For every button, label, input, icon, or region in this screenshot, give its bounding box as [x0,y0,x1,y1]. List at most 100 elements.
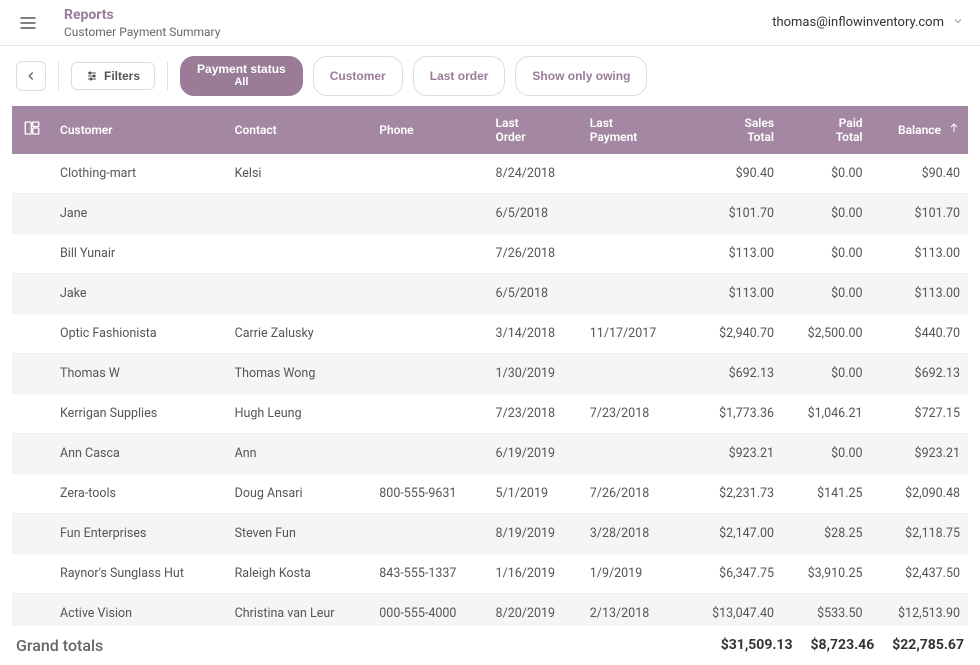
cell-paid_total: $0.00 [782,273,871,313]
table-row[interactable]: Clothing-martKelsi8/24/2018$90.40$0.00$9… [12,154,968,194]
cell-paid_total: $533.50 [782,593,871,626]
table-row[interactable]: Optic FashionistaCarrie Zalusky3/14/2018… [12,313,968,353]
cell-last_payment: 1/9/2019 [582,553,685,593]
cell-contact: Kelsi [227,154,372,194]
cell-paid_total: $0.00 [782,193,871,233]
cell-customer: Thomas W [52,353,227,393]
cell-last_order: 8/19/2019 [488,513,582,553]
cell-sales_total: $2,231.73 [685,473,782,513]
cell-contact: Thomas Wong [227,353,372,393]
cell-balance: $101.70 [871,193,968,233]
page-subtitle: Customer Payment Summary [64,25,772,39]
cell-paid_total: $0.00 [782,233,871,273]
cell-last_order: 7/23/2018 [488,393,582,433]
cell-last_order: 7/26/2018 [488,233,582,273]
column-header-last_order[interactable]: LastOrder [488,106,582,154]
cell-last_order: 6/5/2018 [488,273,582,313]
cell-phone: 800-555-9631 [371,473,487,513]
cell-last_payment [582,353,685,393]
table-row[interactable]: Bill Yunair7/26/2018$113.00$0.00$113.00 [12,233,968,273]
sort-asc-icon [948,122,960,134]
cell-phone [371,193,487,233]
filter-chip[interactable]: Show only owing [515,56,647,96]
cell-contact: Hugh Leung [227,393,372,433]
cell-balance: $440.70 [871,313,968,353]
column-header-contact[interactable]: Contact [227,106,372,154]
cell-sales_total: $1,773.36 [685,393,782,433]
table-row[interactable]: Raynor's Sunglass HutRaleigh Kosta843-55… [12,553,968,593]
filter-chip[interactable]: Last order [413,56,506,96]
column-header-paid_total[interactable]: PaidTotal [782,106,871,154]
cell-customer: Fun Enterprises [52,513,227,553]
cell-last_payment: 11/17/2017 [582,313,685,353]
cell-balance: $113.00 [871,233,968,273]
cell-customer: Jake [52,273,227,313]
table-row[interactable]: Kerrigan SuppliesHugh Leung7/23/20187/23… [12,393,968,433]
cell-paid_total: $28.25 [782,513,871,553]
cell-icon [12,473,52,513]
cell-paid_total: $2,500.00 [782,313,871,353]
cell-customer: Zera-tools [52,473,227,513]
cell-icon [12,353,52,393]
back-button[interactable] [16,61,46,91]
table-row[interactable]: Ann CascaAnn6/19/2019$923.21$0.00$923.21 [12,433,968,473]
cell-last_order: 1/16/2019 [488,553,582,593]
cell-customer: Bill Yunair [52,233,227,273]
cell-balance: $2,118.75 [871,513,968,553]
cell-icon [12,513,52,553]
grand-balance: $22,785.67 [892,637,964,653]
grand-totals-values: $31,509.13 $8,723.46 $22,785.67 [721,637,964,653]
cell-last_order: 6/5/2018 [488,193,582,233]
filter-chip[interactable]: Customer [313,56,403,96]
column-header-customer[interactable]: Customer [52,106,227,154]
cell-last_order: 3/14/2018 [488,313,582,353]
cell-phone [371,433,487,473]
cell-paid_total: $1,046.21 [782,393,871,433]
cell-contact: Ann [227,433,372,473]
cell-balance: $2,090.48 [871,473,968,513]
cell-balance: $692.13 [871,353,968,393]
cell-balance: $90.40 [871,154,968,194]
cell-balance: $923.21 [871,433,968,473]
cell-customer: Optic Fashionista [52,313,227,353]
cell-customer: Kerrigan Supplies [52,393,227,433]
account-menu[interactable]: thomas@inflowinventory.com [772,15,964,31]
table-row[interactable]: Thomas WThomas Wong 1/30/2019 $692.13$0.00… [12,353,968,393]
cell-sales_total: $2,147.00 [685,513,782,553]
cell-phone [371,513,487,553]
chevron-down-icon [952,15,964,31]
cell-phone [371,313,487,353]
table-row[interactable]: Zera-toolsDoug Ansari800-555-96315/1/201… [12,473,968,513]
column-header-last_payment[interactable]: LastPayment [582,106,685,154]
cell-balance: $113.00 [871,273,968,313]
grand-paid-total: $8,723.46 [811,637,875,653]
table-row[interactable]: Jane6/5/2018$101.70$0.00$101.70 [12,193,968,233]
cell-sales_total: $923.21 [685,433,782,473]
filters-button[interactable]: Filters [71,62,155,90]
cell-icon [12,154,52,194]
filter-chip[interactable]: Payment statusAll [180,56,303,96]
column-header-balance[interactable]: Balance [871,106,968,154]
cell-balance: $2,437.50 [871,553,968,593]
cell-customer: Ann Casca [52,433,227,473]
cell-last_order: 6/19/2019 [488,433,582,473]
columns-icon [23,119,41,137]
table-row[interactable]: Active VisionChristina van Leur000-555-4… [12,593,968,626]
cell-last_payment [582,273,685,313]
cell-last_payment: 3/28/2018 [582,513,685,553]
sliders-icon [86,70,98,82]
table-row[interactable]: Fun EnterprisesSteven Fun8/19/20193/28/2… [12,513,968,553]
column-header-icon[interactable] [12,106,52,154]
cell-last_payment [582,433,685,473]
cell-paid_total: $0.00 [782,353,871,393]
cell-contact [227,233,372,273]
cell-icon [12,433,52,473]
column-header-sales_total[interactable]: SalesTotal [685,106,782,154]
cell-last_order: 1/30/2019 [488,353,582,393]
cell-contact: Doug Ansari [227,473,372,513]
table-row[interactable]: Jake6/5/2018$113.00$0.00$113.00 [12,273,968,313]
hamburger-menu-icon[interactable] [16,11,40,35]
column-header-phone[interactable]: Phone [371,106,487,154]
cell-paid_total: $0.00 [782,154,871,194]
header-titles: Reports Customer Payment Summary [64,7,772,39]
